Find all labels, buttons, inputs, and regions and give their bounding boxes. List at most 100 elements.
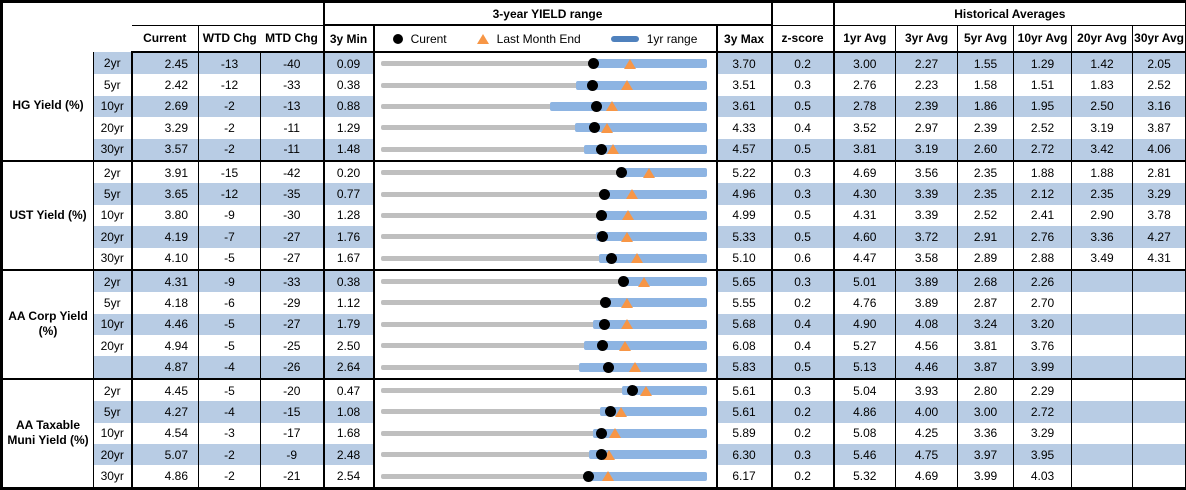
z-score-value: 0.4 xyxy=(772,314,834,335)
current-value: 4.18 xyxy=(132,292,199,313)
3yr-avg-value: 3.39 xyxy=(896,183,958,204)
30yr-avg-value xyxy=(1133,270,1186,292)
last-month-end-legend-icon xyxy=(477,34,489,44)
3yr-avg-value: 4.46 xyxy=(896,356,958,378)
3y-min-value: 2.64 xyxy=(324,356,374,378)
3y-max-value: 5.33 xyxy=(717,226,772,247)
10yr-avg-value: 2.76 xyxy=(1014,226,1072,247)
10yr-avg-value: 3.29 xyxy=(1014,423,1072,444)
mtd-chg-value: -25 xyxy=(261,335,324,356)
current-value: 4.45 xyxy=(132,379,199,401)
20yr-avg-value: 3.49 xyxy=(1072,248,1133,270)
3y-range-chart xyxy=(374,314,717,335)
3y-max-value: 5.61 xyxy=(717,379,772,401)
5yr-avg-value: 3.24 xyxy=(958,314,1014,335)
1yr-avg-value: 5.08 xyxy=(834,423,896,444)
3y-max-column-header: 3y Max xyxy=(717,25,772,52)
20yr-avg-value xyxy=(1072,401,1133,422)
5yr-avg-value: 1.58 xyxy=(958,74,1014,95)
1yr-avg-value: 5.04 xyxy=(834,379,896,401)
1yr-avg-value: 3.52 xyxy=(834,117,896,138)
10yr-avg-value: 2.26 xyxy=(1014,270,1072,292)
current-value: 2.42 xyxy=(132,74,199,95)
20yr-avg-value: 1.83 xyxy=(1072,74,1133,95)
z-score-value: 0.2 xyxy=(772,423,834,444)
z-score-value: 0.2 xyxy=(772,292,834,313)
last-month-end-triangle xyxy=(601,123,613,133)
1yr-avg-value: 2.78 xyxy=(834,96,896,117)
wtd-chg-value: -5 xyxy=(199,379,261,401)
10yr-avg-value: 1.88 xyxy=(1014,161,1072,183)
3y-min-value: 1.08 xyxy=(324,401,374,422)
3y-max-value: 5.68 xyxy=(717,314,772,335)
5yr-avg-value: 3.97 xyxy=(958,444,1014,465)
z-score-value: 0.3 xyxy=(772,379,834,401)
3y-range-chart xyxy=(374,292,717,313)
5yr-avg-value: 2.60 xyxy=(958,139,1014,161)
30yr-avg-value: 3.29 xyxy=(1133,183,1186,204)
3yr-avg-value: 4.69 xyxy=(896,465,958,488)
z-score-value: 0.3 xyxy=(772,183,834,204)
1yr-avg-value: 4.86 xyxy=(834,401,896,422)
z-score-value: 0.3 xyxy=(772,161,834,183)
last-month-end-triangle xyxy=(606,101,618,111)
mtd-chg-value: -15 xyxy=(261,401,324,422)
10yr-avg-value: 4.03 xyxy=(1014,465,1072,488)
20yr-avg-value xyxy=(1072,379,1133,401)
mtd-chg-value: -33 xyxy=(261,74,324,95)
mtd-chg-value: -27 xyxy=(261,314,324,335)
3y-range-chart xyxy=(374,74,717,95)
3yr-avg-value: 3.93 xyxy=(896,379,958,401)
avg-column-header-10yr: 10yr Avg xyxy=(1014,25,1072,52)
current-dot xyxy=(605,406,616,417)
10yr-avg-value: 3.95 xyxy=(1014,444,1072,465)
10yr-avg-value: 3.99 xyxy=(1014,356,1072,378)
10yr-avg-value: 2.41 xyxy=(1014,205,1072,226)
3y-min-value: 2.50 xyxy=(324,335,374,356)
3y-max-value: 3.70 xyxy=(717,52,772,74)
1yr-avg-value: 4.69 xyxy=(834,161,896,183)
last-month-end-triangle xyxy=(631,253,643,263)
current-dot xyxy=(583,471,594,482)
current-value: 2.69 xyxy=(132,96,199,117)
avg-column-header-5yr: 5yr Avg xyxy=(958,25,1014,52)
wtd-chg-value: -2 xyxy=(199,117,261,138)
one-year-range-bar xyxy=(550,102,706,111)
3y-max-value: 6.08 xyxy=(717,335,772,356)
5yr-avg-value: 2.89 xyxy=(958,248,1014,270)
30yr-avg-value: 3.78 xyxy=(1133,205,1186,226)
mtd-chg-value: -42 xyxy=(261,161,324,183)
z-score-value: 0.4 xyxy=(772,335,834,356)
3y-min-value: 0.47 xyxy=(324,379,374,401)
3yr-avg-value: 3.89 xyxy=(896,270,958,292)
range-section-title: 3-year YIELD range xyxy=(324,2,772,26)
mtd-chg-value: -17 xyxy=(261,423,324,444)
tenor-label: 30yr xyxy=(94,248,132,270)
3y-min-value: 0.38 xyxy=(324,74,374,95)
3y-max-value: 4.33 xyxy=(717,117,772,138)
1yr-avg-value: 3.00 xyxy=(834,52,896,74)
10yr-avg-value: 2.52 xyxy=(1014,117,1072,138)
3y-range-chart xyxy=(374,401,717,422)
wtd-chg-value: -5 xyxy=(199,314,261,335)
current-value: 4.87 xyxy=(132,356,199,378)
3yr-avg-value: 4.00 xyxy=(896,401,958,422)
3yr-avg-value: 4.08 xyxy=(896,314,958,335)
one-year-range-bar xyxy=(596,232,706,241)
last-month-end-triangle xyxy=(624,59,636,69)
5yr-avg-value: 2.39 xyxy=(958,117,1014,138)
3y-range-chart xyxy=(374,335,717,356)
tenor-label: 2yr xyxy=(94,161,132,183)
1yr-avg-value: 5.27 xyxy=(834,335,896,356)
3y-range-chart xyxy=(374,117,717,138)
tenor-label: 20yr xyxy=(94,335,132,356)
30yr-avg-value: 2.52 xyxy=(1133,74,1186,95)
z-score-value: 0.5 xyxy=(772,205,834,226)
3y-max-value: 4.57 xyxy=(717,139,772,161)
group-label: UST Yield (%) xyxy=(2,161,94,270)
